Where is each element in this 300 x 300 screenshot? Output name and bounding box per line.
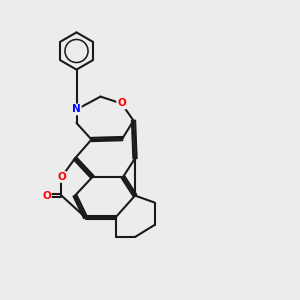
Text: O: O (42, 190, 51, 201)
Text: O: O (57, 172, 66, 182)
Text: N: N (72, 104, 81, 115)
Text: O: O (117, 98, 126, 109)
